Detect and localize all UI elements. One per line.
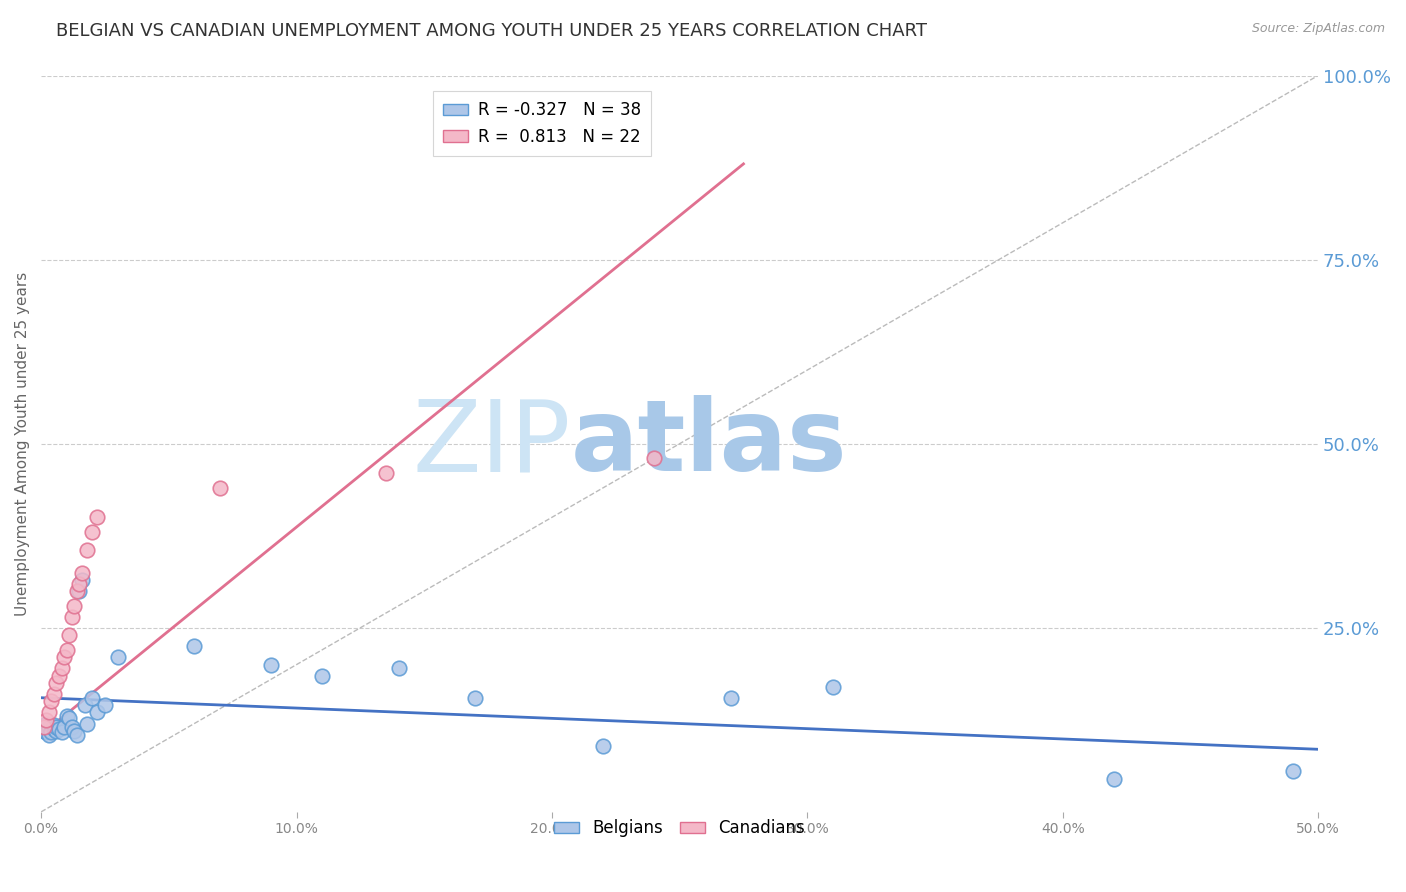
Point	[58, 628, 80, 642]
Point	[374, 466, 396, 480]
Point	[107, 650, 129, 665]
Legend: Belgians, Canadians: Belgians, Canadians	[547, 813, 811, 844]
Point	[86, 706, 108, 720]
Point	[260, 657, 283, 672]
Point	[464, 690, 486, 705]
Point	[53, 720, 76, 734]
Point	[66, 584, 89, 599]
Point	[86, 510, 108, 524]
Point	[67, 584, 90, 599]
Point	[70, 566, 93, 580]
Point	[41, 718, 63, 732]
Point	[821, 680, 844, 694]
Point	[94, 698, 117, 712]
Point	[32, 720, 55, 734]
Text: atlas: atlas	[571, 395, 848, 492]
Point	[32, 720, 55, 734]
Point	[1102, 772, 1125, 786]
Point	[58, 711, 80, 725]
Point	[53, 650, 76, 665]
Text: ZIP: ZIP	[413, 395, 571, 492]
Point	[32, 723, 55, 738]
Point	[51, 661, 73, 675]
Point	[66, 727, 89, 741]
Point	[720, 690, 742, 705]
Point	[38, 706, 60, 720]
Point	[60, 609, 83, 624]
Point	[45, 720, 67, 734]
Point	[76, 543, 98, 558]
Point	[38, 727, 60, 741]
Point	[1281, 764, 1303, 779]
Text: Source: ZipAtlas.com: Source: ZipAtlas.com	[1251, 22, 1385, 36]
Point	[311, 668, 333, 682]
Point	[63, 599, 86, 613]
Point	[42, 718, 65, 732]
Point	[82, 524, 104, 539]
Point	[82, 690, 104, 705]
Point	[45, 676, 67, 690]
Point	[35, 716, 58, 731]
Text: BELGIAN VS CANADIAN UNEMPLOYMENT AMONG YOUTH UNDER 25 YEARS CORRELATION CHART: BELGIAN VS CANADIAN UNEMPLOYMENT AMONG Y…	[56, 22, 927, 40]
Point	[38, 720, 60, 734]
Point	[76, 716, 98, 731]
Point	[643, 451, 665, 466]
Point	[41, 694, 63, 708]
Point	[60, 720, 83, 734]
Point	[55, 709, 77, 723]
Point	[41, 725, 63, 739]
Point	[73, 698, 96, 712]
Point	[45, 723, 67, 738]
Point	[42, 723, 65, 737]
Point	[48, 668, 70, 682]
Point	[51, 725, 73, 739]
Point	[208, 481, 231, 495]
Point	[35, 725, 58, 739]
Point	[592, 739, 614, 753]
Point	[70, 573, 93, 587]
Y-axis label: Unemployment Among Youth under 25 years: Unemployment Among Youth under 25 years	[15, 271, 30, 615]
Point	[35, 713, 58, 727]
Point	[183, 639, 205, 653]
Point	[63, 723, 86, 738]
Point	[42, 687, 65, 701]
Point	[388, 661, 411, 675]
Point	[55, 643, 77, 657]
Point	[67, 576, 90, 591]
Point	[48, 723, 70, 737]
